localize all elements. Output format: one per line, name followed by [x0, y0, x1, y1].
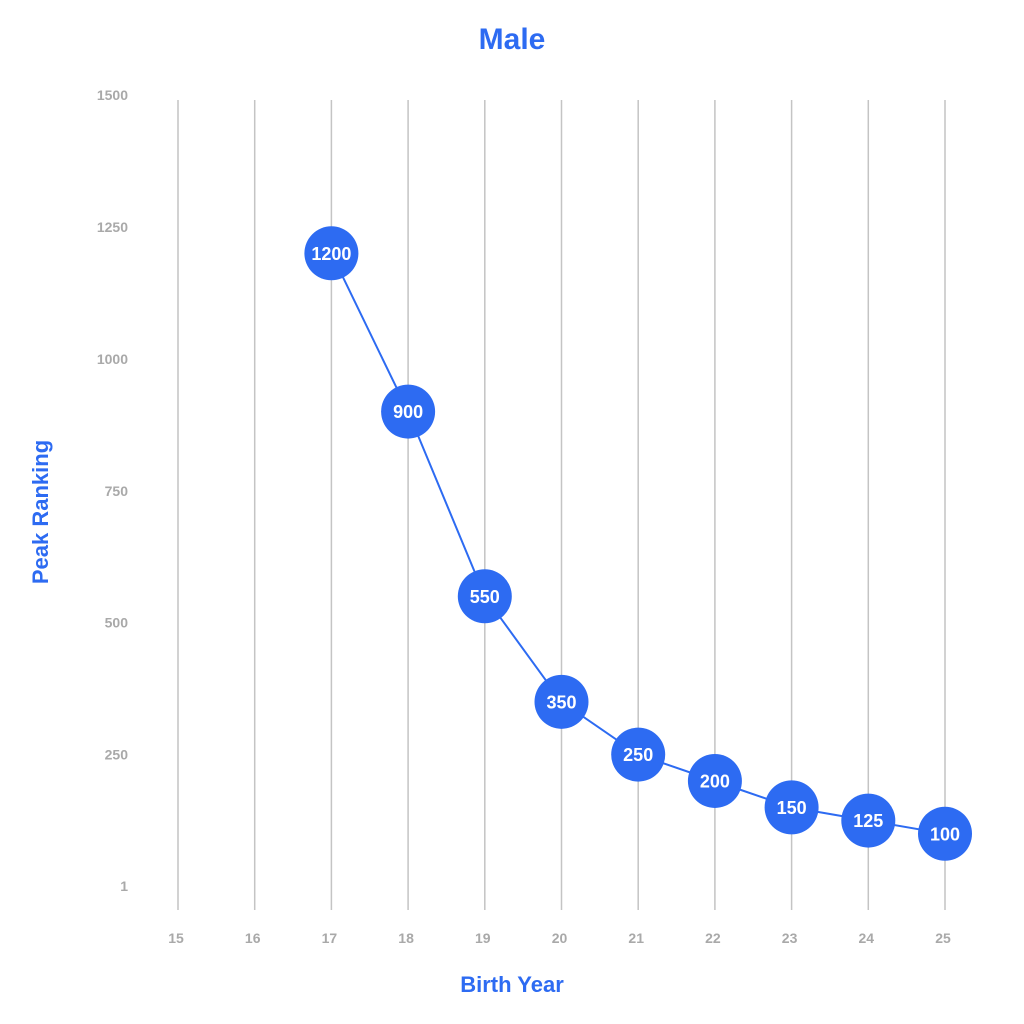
grid-lines	[177, 100, 946, 910]
data-point: 200	[687, 753, 742, 808]
data-point-marker	[304, 226, 359, 281]
data-label: 100	[930, 824, 960, 844]
data-points: 1200 900 550 350 250 200 150 125 100	[304, 226, 972, 861]
data-point: 125	[841, 793, 896, 848]
data-label: 900	[393, 402, 423, 422]
y-tick-label: 500	[105, 615, 129, 631]
x-tick-label: 25	[935, 930, 951, 946]
data-label: 250	[623, 745, 653, 765]
x-tick-label: 22	[705, 930, 721, 946]
x-tick-label: 19	[475, 930, 491, 946]
data-point-marker	[918, 806, 972, 861]
x-axis-title: Birth Year	[460, 972, 564, 997]
data-label: 550	[470, 587, 500, 607]
y-tick-label: 1	[120, 878, 128, 894]
y-tick-label: 1000	[97, 351, 128, 367]
x-axis-ticks: 15 16 17 18 19 20 21 22 23 24 25	[168, 930, 951, 946]
data-point-marker	[534, 674, 589, 729]
x-tick-label: 24	[859, 930, 875, 946]
x-tick-label: 20	[552, 930, 568, 946]
data-point-marker	[381, 384, 436, 439]
data-point-marker	[457, 569, 512, 624]
x-tick-label: 18	[398, 930, 414, 946]
x-tick-label: 17	[322, 930, 338, 946]
x-tick-label: 23	[782, 930, 798, 946]
data-label: 200	[700, 771, 730, 791]
data-point: 1200	[304, 226, 359, 281]
y-tick-label: 1500	[97, 87, 128, 103]
x-tick-label: 15	[168, 930, 184, 946]
x-tick-label: 21	[628, 930, 644, 946]
chart-title: Male	[479, 23, 546, 56]
x-tick-label: 16	[245, 930, 261, 946]
data-point-marker	[687, 753, 742, 808]
data-point: 900	[381, 384, 436, 439]
data-label: 1200	[311, 244, 351, 264]
data-point-marker	[841, 793, 896, 848]
y-axis-title: Peak Ranking	[28, 440, 53, 584]
data-label: 150	[777, 798, 807, 818]
data-point: 550	[457, 569, 512, 624]
data-point-marker	[611, 727, 666, 782]
data-point: 250	[611, 727, 666, 782]
y-tick-label: 1250	[97, 219, 128, 235]
data-point: 100	[918, 806, 972, 861]
data-label: 125	[853, 811, 883, 831]
data-point: 150	[764, 780, 819, 835]
y-tick-label: 250	[105, 747, 129, 763]
data-point-marker	[764, 780, 819, 835]
data-label: 350	[546, 692, 576, 712]
data-point: 350	[534, 674, 589, 729]
y-tick-label: 750	[105, 483, 129, 499]
